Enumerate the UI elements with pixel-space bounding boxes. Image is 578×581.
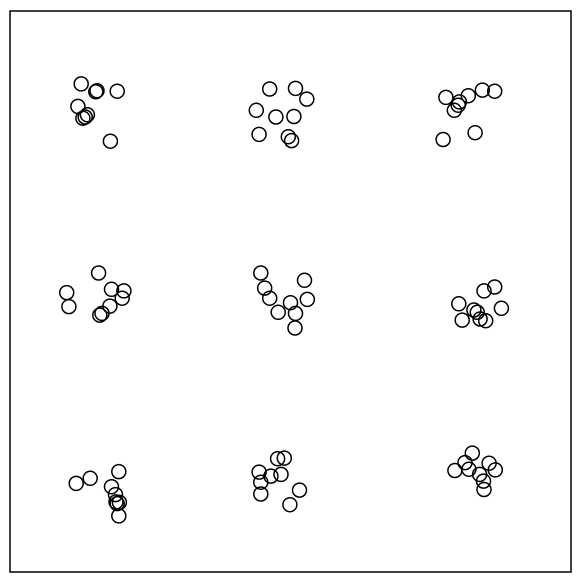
plot-frame xyxy=(9,10,572,573)
data-point xyxy=(296,272,313,289)
points-layer xyxy=(58,76,510,524)
data-point xyxy=(261,290,278,306)
data-point xyxy=(487,462,504,478)
data-point xyxy=(286,108,302,125)
data-point xyxy=(68,475,84,492)
data-point xyxy=(111,463,127,480)
data-point xyxy=(82,470,98,487)
data-point xyxy=(116,283,132,299)
data-point xyxy=(299,91,315,107)
data-point xyxy=(469,304,486,321)
data-point xyxy=(251,464,267,480)
data-point xyxy=(438,89,454,106)
data-point xyxy=(73,76,89,92)
data-point xyxy=(253,265,269,281)
data-point xyxy=(282,496,298,513)
data-point xyxy=(450,97,466,113)
data-point xyxy=(270,304,286,321)
data-point xyxy=(261,81,278,97)
data-point xyxy=(474,82,491,98)
data-point xyxy=(454,312,470,328)
data-point xyxy=(103,281,120,298)
data-point xyxy=(287,80,304,97)
data-point xyxy=(282,294,299,311)
data-point xyxy=(475,473,492,489)
data-point xyxy=(280,128,297,145)
data-point xyxy=(446,102,463,119)
data-point xyxy=(90,265,107,281)
data-point xyxy=(486,279,503,295)
data-point xyxy=(75,110,91,126)
data-point xyxy=(299,291,316,308)
data-point xyxy=(88,84,104,100)
data-point xyxy=(253,474,269,490)
data-point xyxy=(467,124,483,141)
data-point xyxy=(291,482,308,498)
data-point xyxy=(273,466,289,483)
data-point xyxy=(102,133,119,149)
data-point xyxy=(109,495,125,512)
data-point xyxy=(79,107,96,123)
data-point xyxy=(287,320,303,336)
data-point xyxy=(268,109,284,125)
data-point xyxy=(477,312,494,329)
data-point xyxy=(103,478,120,495)
data-point xyxy=(111,508,127,524)
data-point xyxy=(460,87,477,104)
data-point xyxy=(251,126,267,143)
data-point xyxy=(109,83,125,99)
data-point xyxy=(476,283,492,299)
data-point xyxy=(493,300,510,317)
data-point xyxy=(114,290,130,306)
data-point xyxy=(283,132,300,149)
data-point xyxy=(276,450,293,466)
data-point xyxy=(435,131,451,148)
data-point xyxy=(451,296,467,312)
data-point xyxy=(107,486,124,503)
data-point xyxy=(256,280,273,296)
data-point xyxy=(92,307,108,323)
data-point xyxy=(77,109,93,125)
data-point xyxy=(94,305,110,322)
data-point xyxy=(253,486,269,502)
data-point xyxy=(61,298,77,315)
data-point xyxy=(89,82,105,99)
data-point xyxy=(269,450,286,467)
data-point xyxy=(486,83,503,99)
data-point xyxy=(476,481,492,498)
data-point xyxy=(248,102,265,119)
